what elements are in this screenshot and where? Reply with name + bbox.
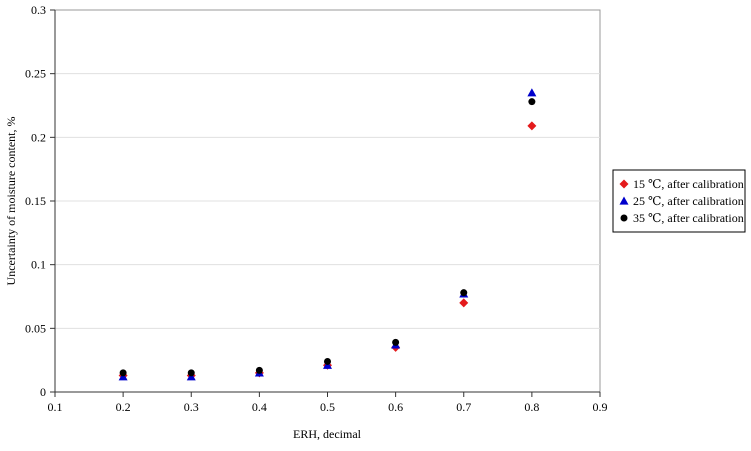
data-point (459, 298, 469, 308)
legend-label: 15 ℃, after calibration (633, 177, 744, 191)
x-tick-label: 0.2 (116, 400, 131, 414)
data-point (527, 121, 537, 131)
x-tick-label: 0.4 (252, 400, 267, 414)
legend-items: 15 ℃, after calibration 25 ℃, after calib… (619, 177, 744, 225)
data-point (255, 366, 263, 374)
data-point (119, 369, 127, 377)
x-tick-label: 0.3 (184, 400, 199, 414)
legend-label: 25 ℃, after calibration (633, 194, 744, 208)
data-point (324, 357, 331, 365)
y-tick-label: 0.2 (31, 130, 46, 144)
x-tick-label: 0.6 (388, 400, 403, 414)
y-tick-label: 0.3 (31, 3, 46, 17)
data-point (528, 98, 536, 106)
legend: 15 ℃, after calibration 25 ℃, after calib… (612, 169, 746, 233)
x-tick-label: 0.9 (593, 400, 608, 414)
grid-lines (55, 73, 600, 329)
data-point (392, 338, 400, 346)
data-point (527, 88, 537, 97)
x-tick-label: 0.1 (48, 400, 63, 414)
series-3 (119, 98, 536, 377)
data-point (460, 289, 468, 297)
x-axis-title: ERH, decimal (293, 427, 362, 441)
y-tick-label: 0 (40, 385, 46, 399)
legend-label: 35 ℃, after calibration (633, 211, 744, 225)
x-tick-label: 0.7 (456, 400, 471, 414)
y-tick-label: 0.25 (25, 67, 46, 81)
legend-marker (620, 214, 628, 222)
data-point (187, 369, 195, 377)
x-tick-label: 0.5 (320, 400, 335, 414)
data-marks (118, 88, 537, 381)
y-tick-label: 0.05 (25, 321, 46, 335)
y-tick-label: 0.1 (31, 258, 46, 272)
ticks: 0 0.05 0.1 0.15 0.2 0.25 0.3 0.1 0.2 0.3 0.4 0.5 0.6… (25, 3, 608, 414)
legend-marker (619, 196, 629, 205)
x-tick-label: 0.8 (524, 400, 539, 414)
y-tick-label: 0.15 (25, 194, 46, 208)
y-axis-title: Uncertainty of moisture content, % (4, 117, 18, 286)
legend-box (612, 169, 746, 233)
legend-marker (619, 179, 629, 189)
